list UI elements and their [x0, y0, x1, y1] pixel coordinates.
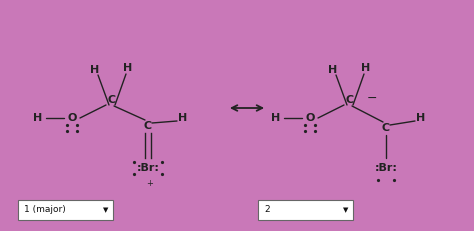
Text: ▼: ▼	[343, 207, 349, 213]
Text: +: +	[146, 179, 154, 188]
Text: −: −	[367, 91, 377, 104]
Text: H: H	[33, 113, 43, 123]
Text: H: H	[123, 63, 133, 73]
Text: H: H	[272, 113, 281, 123]
Bar	[18, 200, 113, 220]
Text: C: C	[382, 123, 390, 133]
Text: H: H	[361, 63, 371, 73]
Text: H: H	[416, 113, 426, 123]
Text: O: O	[305, 113, 315, 123]
Text: H: H	[178, 113, 188, 123]
Text: 2: 2	[264, 206, 270, 215]
Text: ▼: ▼	[103, 207, 109, 213]
Text: H: H	[91, 65, 100, 75]
Text: :Br:: :Br:	[374, 163, 397, 173]
Text: :Br:: :Br:	[137, 163, 159, 173]
Text: C: C	[144, 121, 152, 131]
Bar	[258, 200, 353, 220]
Text: 1 (major): 1 (major)	[24, 206, 66, 215]
Text: C: C	[346, 95, 354, 105]
Text: O: O	[67, 113, 77, 123]
Text: C: C	[108, 95, 116, 105]
Text: H: H	[328, 65, 337, 75]
